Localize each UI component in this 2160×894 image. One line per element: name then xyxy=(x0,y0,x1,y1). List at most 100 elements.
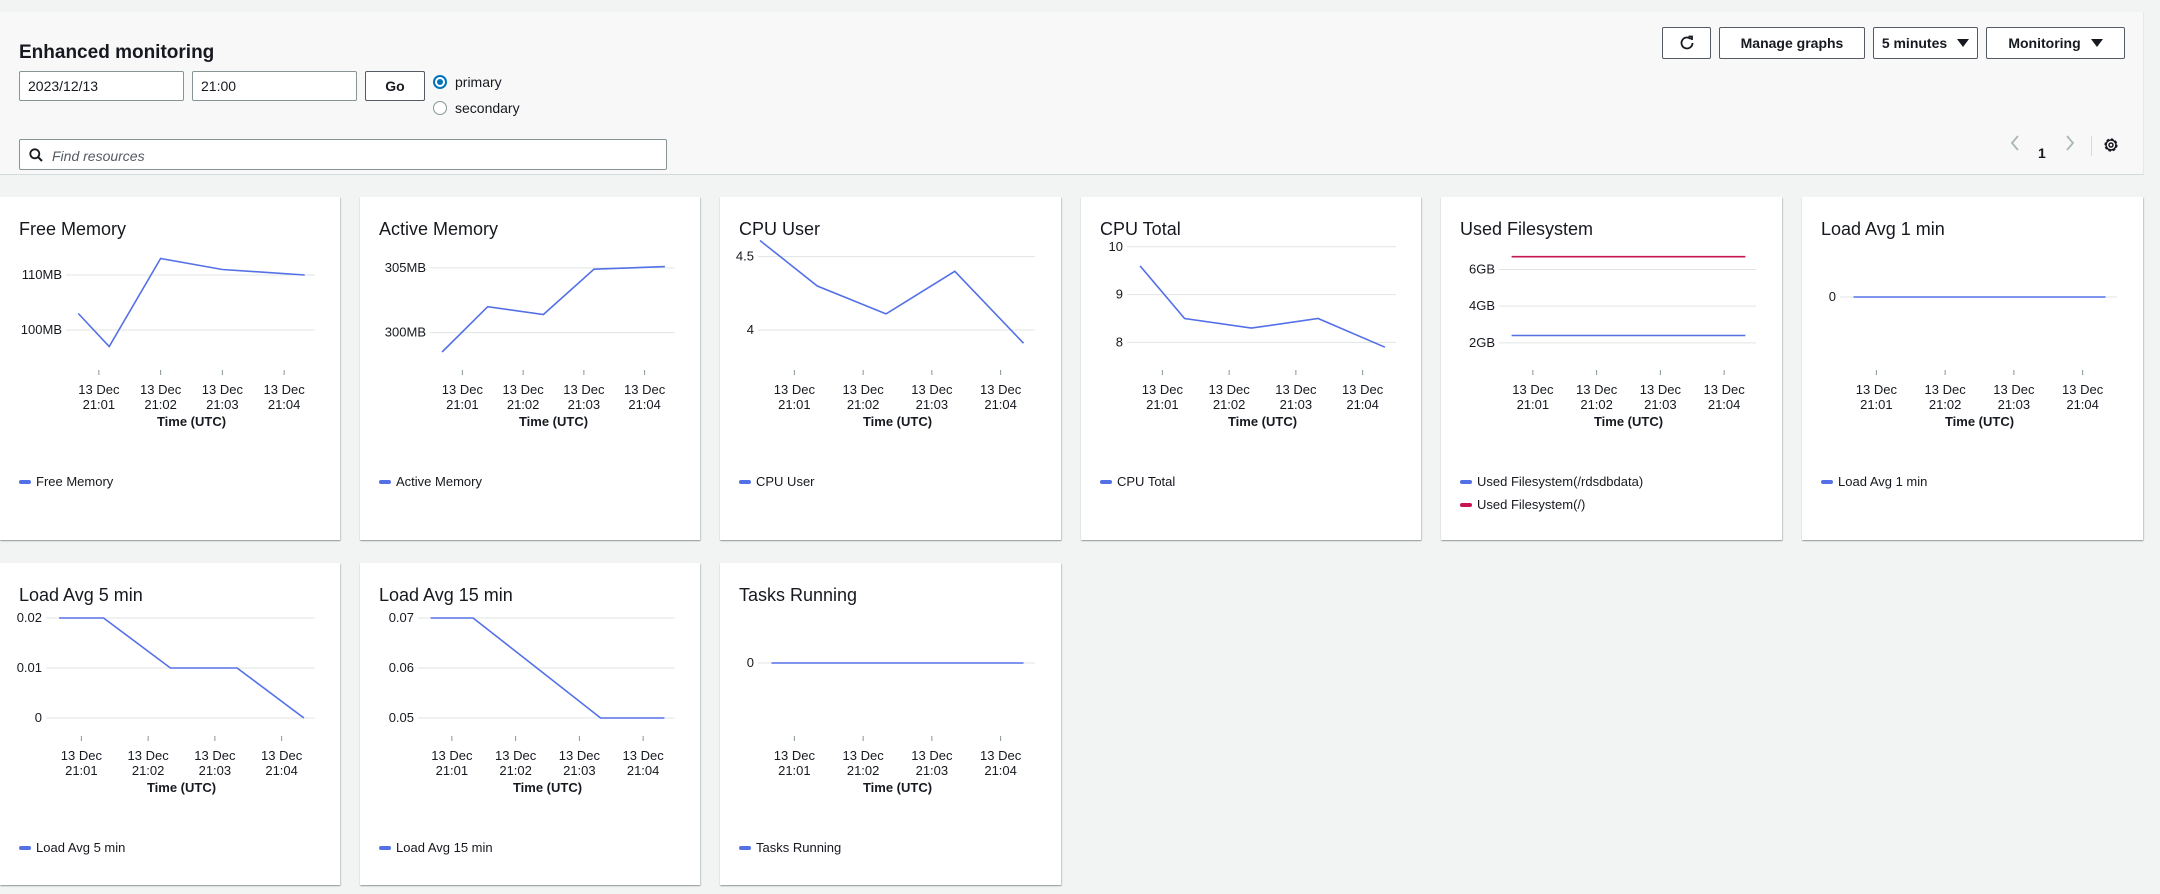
legend-label: Active Memory xyxy=(396,474,482,489)
x-tick-time: 21:04 xyxy=(1346,397,1379,412)
legend-swatch xyxy=(19,845,31,850)
chart-legend: Free Memory xyxy=(19,474,113,489)
legend-item[interactable]: Load Avg 15 min xyxy=(379,840,493,855)
legend-item[interactable]: Load Avg 1 min xyxy=(1821,474,1927,489)
chart-card-active-memory: Active Memory 305MB 300MB 13 Dec 21:01 13 Dec… xyxy=(360,197,700,540)
manage-graphs-button[interactable]: Manage graphs xyxy=(1719,27,1865,59)
chart-card-load-avg-15-min: Load Avg 15 min 0.07 0.06 0.05 13 Dec 21:01 13… xyxy=(360,563,700,885)
monitoring-dropdown[interactable]: Monitoring xyxy=(1986,27,2125,59)
y-tick-label: 4.5 xyxy=(736,249,754,264)
x-tick-date: 13 Dec xyxy=(1640,382,1682,397)
x-tick-time: 21:01 xyxy=(1146,397,1179,412)
settings-gear-icon[interactable] xyxy=(2102,136,2120,154)
legend-item[interactable]: CPU Total xyxy=(1100,474,1175,489)
x-tick-time: 21:04 xyxy=(628,397,661,412)
series-line-load-avg-15-min xyxy=(430,617,665,719)
refresh-button[interactable] xyxy=(1662,27,1711,59)
radio-primary-control[interactable] xyxy=(433,75,447,89)
x-axis-title: Time (UTC) xyxy=(1594,414,1663,429)
chart-title: CPU Total xyxy=(1100,219,1181,239)
legend-item[interactable]: Tasks Running xyxy=(739,840,841,855)
chevron-left-icon[interactable] xyxy=(2008,133,2022,153)
x-axis-title: Time (UTC) xyxy=(513,780,582,795)
x-tick-time: 21:03 xyxy=(1998,397,2031,412)
monitoring-label: Monitoring xyxy=(2008,35,2081,51)
legend-swatch xyxy=(739,479,751,484)
chart-title: Tasks Running xyxy=(739,585,858,605)
find-resources-search[interactable] xyxy=(19,139,667,171)
x-tick-date: 13 Dec xyxy=(1512,382,1554,397)
series-line-cpu-total xyxy=(1139,265,1386,348)
x-tick-date: 13 Dec xyxy=(264,382,306,397)
radio-secondary-label: secondary xyxy=(455,100,520,116)
x-tick-date: 13 Dec xyxy=(61,748,103,763)
x-tick-date: 13 Dec xyxy=(128,748,170,763)
x-tick-time: 21:04 xyxy=(1708,397,1741,412)
legend-item[interactable]: CPU User xyxy=(739,474,815,489)
chevron-right-icon[interactable] xyxy=(2063,133,2077,153)
x-tick-time: 21:02 xyxy=(132,763,165,778)
legend-swatch xyxy=(1460,502,1472,507)
x-tick-time: 21:04 xyxy=(627,763,660,778)
x-tick-date: 13 Dec xyxy=(1342,382,1384,397)
chart-legend: CPU User xyxy=(739,474,815,489)
legend-label: Used Filesystem(/rdsdbdata) xyxy=(1477,474,1644,489)
pager-divider xyxy=(2091,136,2092,156)
legend-item[interactable]: Free Memory xyxy=(19,474,113,489)
y-tick-label: 0.05 xyxy=(389,710,414,725)
x-tick-time: 21:02 xyxy=(1580,397,1613,412)
chart-legend: Tasks Running xyxy=(739,840,841,855)
interval-dropdown[interactable]: 5 minutes xyxy=(1873,27,1978,59)
y-tick-label: 300MB xyxy=(385,325,426,340)
x-tick-date: 13 Dec xyxy=(843,382,885,397)
time-input[interactable] xyxy=(192,71,357,101)
x-tick-time: 21:03 xyxy=(568,397,601,412)
x-tick-time: 21:01 xyxy=(65,763,98,778)
refresh-icon xyxy=(1680,35,1693,50)
x-tick-date: 13 Dec xyxy=(774,382,816,397)
x-tick-date: 13 Dec xyxy=(503,382,545,397)
x-tick-date: 13 Dec xyxy=(774,748,816,763)
search-icon xyxy=(29,148,43,162)
x-axis-title: Time (UTC) xyxy=(1228,414,1297,429)
caret-down-icon xyxy=(1957,39,1970,47)
x-tick-date: 13 Dec xyxy=(2062,382,2104,397)
x-tick-time: 21:02 xyxy=(847,763,880,778)
y-tick-label: 110MB xyxy=(22,267,62,282)
y-tick-label: 100MB xyxy=(21,322,62,337)
x-tick-date: 13 Dec xyxy=(1704,382,1746,397)
x-tick-time: 21:02 xyxy=(1213,397,1246,412)
legend-item[interactable]: Active Memory xyxy=(379,474,482,489)
date-input[interactable] xyxy=(19,71,184,101)
x-tick-date: 13 Dec xyxy=(843,748,885,763)
search-input[interactable] xyxy=(50,140,654,171)
legend-item[interactable]: Used Filesystem(/) xyxy=(1460,497,1643,512)
legend-swatch xyxy=(1100,479,1112,484)
legend-swatch xyxy=(1460,479,1472,484)
radio-secondary[interactable]: secondary xyxy=(433,100,520,116)
x-tick-time: 21:03 xyxy=(1280,397,1313,412)
x-tick-date: 13 Dec xyxy=(78,382,120,397)
x-tick-date: 13 Dec xyxy=(980,748,1022,763)
y-tick-label: 9 xyxy=(1116,287,1123,302)
radio-primary[interactable]: primary xyxy=(433,74,502,90)
legend-item[interactable]: Load Avg 5 min xyxy=(19,840,125,855)
go-button[interactable]: Go xyxy=(365,71,425,101)
radio-secondary-control[interactable] xyxy=(433,101,447,115)
page-number[interactable]: 1 xyxy=(2038,145,2046,161)
series-line-free-memory xyxy=(77,257,305,348)
legend-item[interactable]: Used Filesystem(/rdsdbdata) xyxy=(1460,474,1643,489)
radio-primary-label: primary xyxy=(455,74,502,90)
x-tick-date: 13 Dec xyxy=(261,748,303,763)
x-tick-time: 21:02 xyxy=(144,397,177,412)
legend-label: CPU User xyxy=(756,474,815,489)
x-tick-time: 21:02 xyxy=(1929,397,1962,412)
x-tick-time: 21:03 xyxy=(916,763,949,778)
chart-title: Used Filesystem xyxy=(1460,219,1594,239)
series-line-active-memory xyxy=(441,265,665,353)
